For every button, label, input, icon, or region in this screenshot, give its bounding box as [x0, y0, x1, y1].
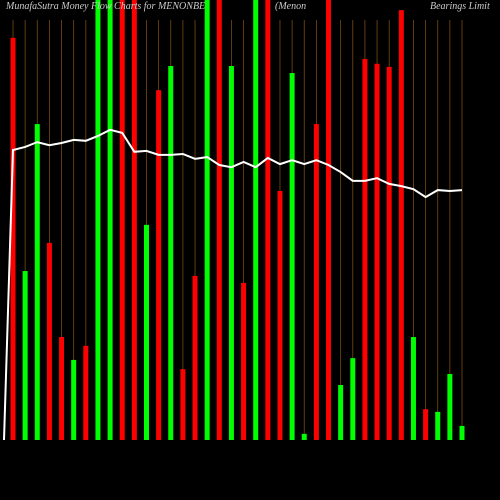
bar: [143, 224, 149, 440]
bar: [241, 282, 247, 440]
bar: [10, 37, 16, 441]
bars: [10, 0, 465, 441]
bar: [277, 190, 283, 440]
bar: [107, 0, 113, 440]
bar: [216, 0, 222, 440]
flow-line: [3, 128, 463, 441]
bar: [459, 425, 465, 440]
title-middle: (Menon: [275, 1, 306, 12]
bar: [362, 58, 368, 441]
bar: [95, 0, 101, 440]
bar: [168, 66, 174, 440]
bar: [22, 271, 28, 440]
bar: [180, 369, 186, 440]
bar: [374, 63, 380, 441]
bar: [34, 124, 40, 440]
bar: [386, 66, 392, 440]
bar: [204, 0, 210, 440]
bar: [156, 90, 162, 440]
bar: [350, 358, 356, 440]
title-left: MunafaSutra Money Flow Charts for MENONB…: [5, 1, 205, 12]
bar: [119, 0, 125, 440]
bar: [83, 345, 89, 440]
bar: [289, 73, 295, 440]
bar: [46, 242, 52, 440]
bar: [59, 337, 65, 440]
bar: [253, 0, 259, 440]
bar: [338, 385, 344, 440]
bar: [447, 374, 453, 440]
bar: [423, 409, 429, 440]
bar: [301, 433, 307, 440]
title-right: Bearings Limit: [430, 1, 490, 12]
bar: [326, 0, 332, 440]
bar: [398, 10, 404, 441]
bar: [228, 66, 234, 440]
bar: [265, 0, 271, 440]
bar: [410, 337, 416, 440]
bar: [192, 275, 198, 440]
bar: [435, 411, 441, 440]
bar: [131, 0, 137, 440]
bar: [71, 359, 77, 440]
bar: [313, 124, 319, 440]
